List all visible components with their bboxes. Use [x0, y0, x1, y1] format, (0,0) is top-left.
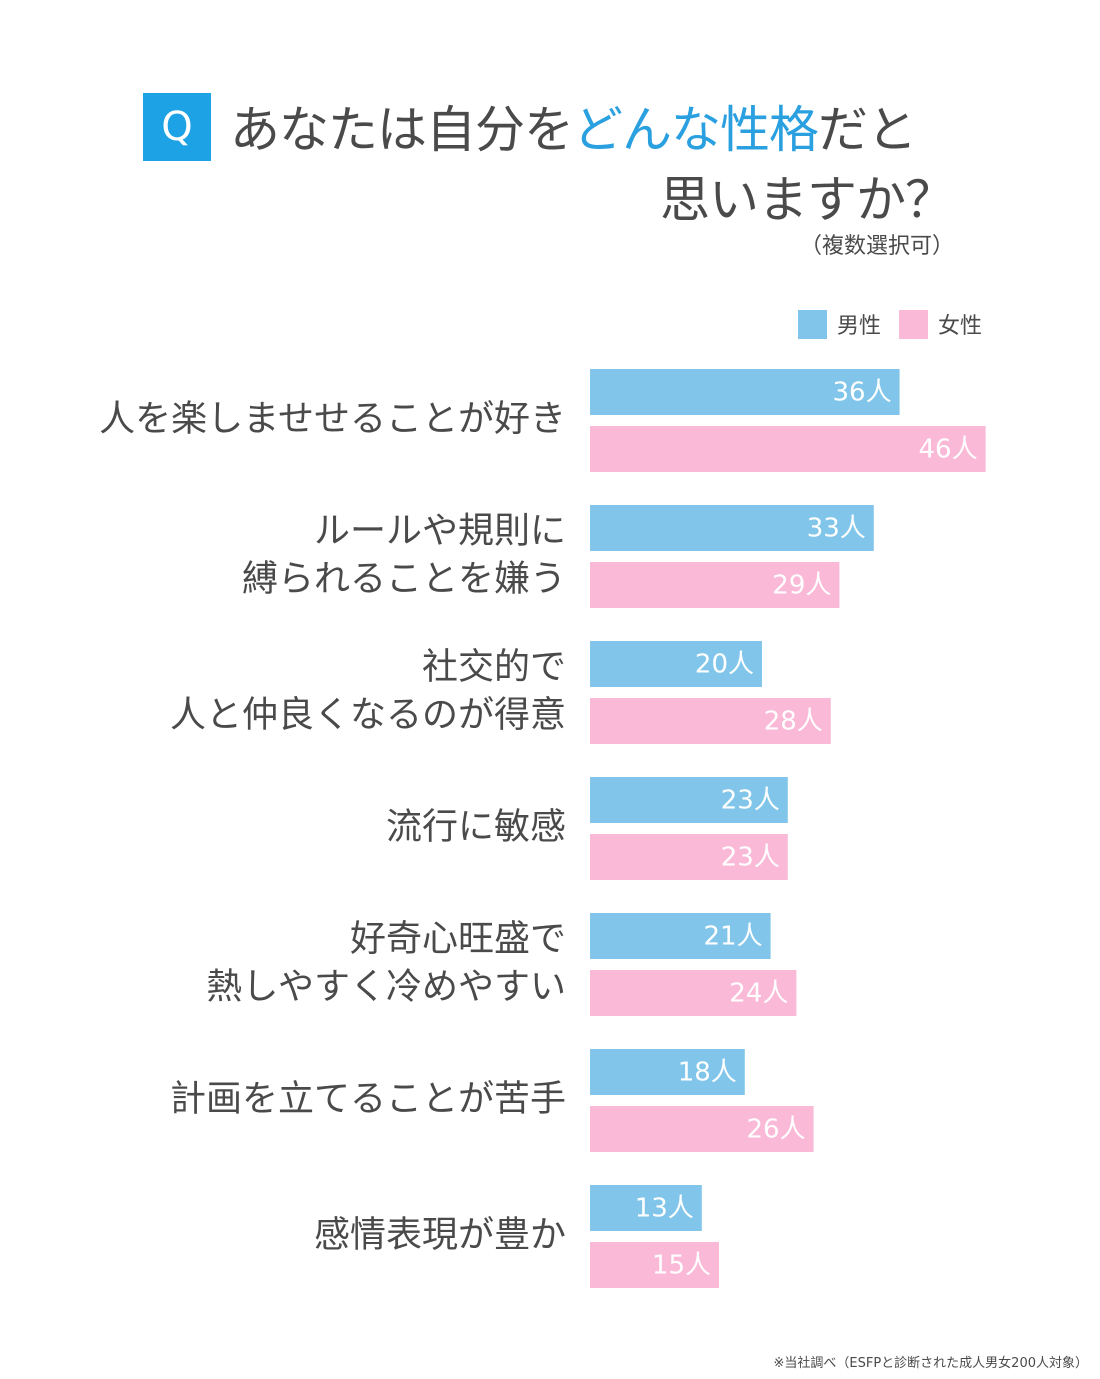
category-label: 感情表現が豊か: [314, 1215, 566, 1256]
bar-male: [590, 1049, 745, 1095]
title-line1-post: だと: [818, 101, 917, 159]
bar-female: [590, 1242, 719, 1288]
bar-female: [590, 1106, 814, 1152]
category-label: 熱しやすく冷めやすい: [206, 967, 566, 1008]
category-label: 社交的で: [422, 647, 566, 688]
bar-value-label: 23人: [721, 843, 780, 873]
title-line2: 思いますか？: [660, 171, 955, 229]
bar-value-label: 28人: [764, 707, 823, 737]
category-label: 人を楽しませせることが好き: [99, 399, 566, 440]
bar-value-label: 23人: [721, 786, 780, 816]
category-label: 好奇心旺盛で: [350, 919, 566, 960]
footnote: ※当社調べ（ESFPと診断された成人男女200人対象）: [773, 1356, 1089, 1371]
title-note: （複数選択可）: [799, 234, 954, 259]
bar-female: [590, 562, 840, 608]
bar-value-label: 20人: [695, 650, 754, 680]
title-line1-accent: どんな性格: [573, 101, 819, 159]
bar-female: [590, 698, 831, 744]
legend-female-swatch: [898, 309, 928, 339]
bar-value-label: 29人: [772, 571, 831, 601]
bar-male: [590, 505, 874, 551]
bar-male: [590, 641, 762, 687]
bar-female: [590, 426, 986, 472]
bar-value-label: 15人: [652, 1251, 711, 1281]
bar-female: [590, 834, 788, 880]
title-line1: あなたは自分をどんな性格だと: [230, 98, 917, 162]
legend: 男性 女性: [797, 308, 982, 340]
legend-female: 女性: [891, 308, 982, 340]
question-badge: Q: [143, 93, 211, 161]
bar-value-label: 24人: [729, 979, 788, 1009]
bar-male: [590, 777, 788, 823]
legend-male: 男性: [797, 308, 881, 340]
category-label: 縛られることを嫌う: [242, 559, 566, 600]
bar-male: [590, 913, 771, 959]
category-label: ルールや規則に: [314, 511, 566, 552]
bar-value-label: 36人: [833, 378, 892, 408]
category-label: 計画を立てることが苦手: [170, 1079, 566, 1120]
legend-male-label: 男性: [836, 314, 881, 339]
bar-value-label: 26人: [747, 1115, 806, 1145]
bar-male: [590, 1185, 702, 1231]
bar-male: [590, 369, 900, 415]
category-label: 人と仲良くなるのが得意: [170, 695, 566, 736]
legend-male-swatch: [797, 309, 827, 339]
bar-female: [590, 970, 797, 1016]
bar-value-label: 13人: [635, 1194, 694, 1224]
title-line1-pre: あなたは自分を: [230, 101, 574, 159]
category-label: 流行に敏感: [386, 807, 566, 848]
bar-value-label: 18人: [678, 1058, 737, 1088]
bar-value-label: 46人: [919, 435, 978, 465]
bar-value-label: 33人: [807, 514, 866, 544]
legend-female-label: 女性: [937, 314, 982, 339]
bar-value-label: 21人: [704, 922, 763, 952]
